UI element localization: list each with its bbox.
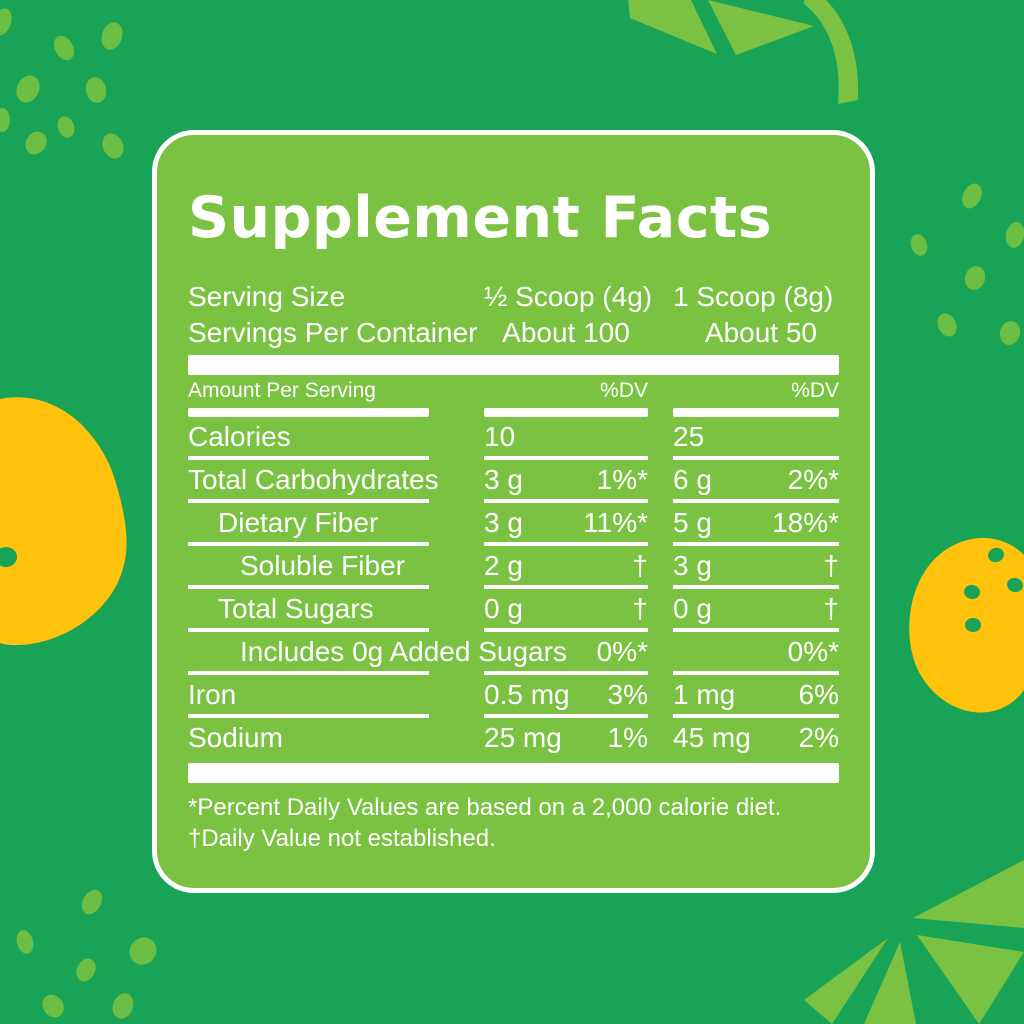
table-row: Includes 0g Added Sugars 0%* 0%* bbox=[188, 632, 839, 675]
lime-seeds-top-left bbox=[0, 8, 124, 159]
col1-values: 2 g † bbox=[484, 546, 648, 589]
col2-amount: 1 mg bbox=[673, 679, 736, 710]
col2-percent-dv: 2% bbox=[798, 722, 839, 753]
header-bar-col2 bbox=[673, 408, 839, 417]
servings-per-container-full-scoop: About 50 bbox=[704, 317, 817, 348]
footnote-daily-value-not-established: †Daily Value not established. bbox=[188, 825, 496, 852]
divider-bar-top bbox=[188, 355, 839, 375]
col1-values: 10 bbox=[484, 417, 648, 460]
lime-seeds-right bbox=[910, 183, 1024, 345]
header-bar-col1 bbox=[484, 408, 648, 417]
col1-amount: 0 g bbox=[484, 593, 523, 624]
lemon-right bbox=[909, 538, 1024, 713]
col2-percent-dv: 6% bbox=[798, 679, 839, 710]
col2-values: 45 mg 2% bbox=[673, 718, 839, 761]
table-row: Total Sugars 0 g † 0 g † bbox=[188, 589, 839, 632]
serving-size-full-scoop: 1 Scoop (8g) bbox=[673, 281, 834, 312]
servings-per-container-half-scoop: About 100 bbox=[502, 317, 630, 348]
nutrient-name: Calories bbox=[188, 421, 291, 452]
col2-values: 3 g † bbox=[673, 546, 839, 589]
nutrient-name: Soluble Fiber bbox=[240, 550, 405, 581]
supplement-facts-panel: Supplement Facts Serving Size ½ Scoop (4… bbox=[152, 130, 875, 893]
nutrient-name: Sodium bbox=[188, 722, 283, 753]
serving-size-label: Serving Size bbox=[188, 281, 346, 312]
col1-percent-dv: † bbox=[632, 593, 648, 624]
serving-size-row: Serving Size ½ Scoop (4g) 1 Scoop (8g) bbox=[188, 279, 839, 315]
serving-info: Serving Size ½ Scoop (4g) 1 Scoop (8g) S… bbox=[188, 279, 839, 351]
nutrient-name: Dietary Fiber bbox=[218, 507, 379, 538]
table-row: Calories 10 25 bbox=[188, 417, 839, 460]
col2-amount: 25 bbox=[673, 421, 705, 452]
table-row: Dietary Fiber 3 g 11%* 5 g 18%* bbox=[188, 503, 839, 546]
col2-percent-dv: † bbox=[823, 550, 839, 581]
col1-percent-dv: 3% bbox=[607, 679, 648, 710]
table-header-row: Amount Per Serving %DV %DV bbox=[188, 377, 839, 405]
col2-percent-dv: 18%* bbox=[772, 507, 839, 538]
header-bar-label-column bbox=[188, 408, 429, 417]
col2-percent-dv: 2%* bbox=[787, 464, 839, 495]
footnotes: *Percent Daily Values are based on a 2,0… bbox=[188, 792, 839, 854]
col1-amount: 3 g bbox=[484, 464, 523, 495]
col2-amount: 3 g bbox=[673, 550, 712, 581]
col2-values: 6 g 2%* bbox=[673, 460, 839, 503]
col1-percent-dv: 0%* bbox=[596, 636, 648, 667]
col1-percent-dv: † bbox=[632, 550, 648, 581]
col1-amount: 3 g bbox=[484, 507, 523, 538]
column-header-bars bbox=[188, 408, 839, 417]
col2-amount: 45 mg bbox=[673, 722, 751, 753]
col2-amount: 6 g bbox=[673, 464, 712, 495]
nutrient-name: Total Sugars bbox=[218, 593, 374, 624]
table-row: Soluble Fiber 2 g † 3 g † bbox=[188, 546, 839, 589]
footnote-daily-values: *Percent Daily Values are based on a 2,0… bbox=[188, 794, 782, 821]
nutrient-table: Calories 10 25 Total Carbohydrates 3 g 1… bbox=[188, 417, 839, 761]
col1-values: 0 g † bbox=[484, 589, 648, 632]
servings-per-container-label: Servings Per Container bbox=[188, 317, 478, 348]
col1-amount: 0.5 mg bbox=[484, 679, 570, 710]
col1-values: 3 g 1%* bbox=[484, 460, 648, 503]
amount-per-serving-label: Amount Per Serving bbox=[188, 379, 376, 402]
col1-values: 0%* bbox=[484, 632, 648, 675]
col1-percent-dv: 1%* bbox=[596, 464, 648, 495]
col2-values: 1 mg 6% bbox=[673, 675, 839, 718]
panel-title: Supplement Facts bbox=[188, 185, 773, 251]
col1-values: 0.5 mg 3% bbox=[484, 675, 648, 718]
col1-values: 25 mg 1% bbox=[484, 718, 648, 761]
table-row: Sodium 25 mg 1% 45 mg 2% bbox=[188, 718, 839, 761]
col2-percent-dv: 0%* bbox=[787, 636, 839, 667]
divider-bar-bottom bbox=[188, 763, 839, 783]
servings-per-container-row: Servings Per Container About 100 About 5… bbox=[188, 315, 839, 351]
serving-size-half-scoop: ½ Scoop (4g) bbox=[484, 281, 653, 312]
col1-amount: 10 bbox=[484, 421, 516, 452]
table-row: Iron 0.5 mg 3% 1 mg 6% bbox=[188, 675, 839, 718]
col1-percent-dv: 11%* bbox=[583, 507, 648, 538]
col1-amount: 25 mg bbox=[484, 722, 562, 753]
col2-percent-dv: † bbox=[823, 593, 839, 624]
col2-amount: 0 g bbox=[673, 593, 712, 624]
nutrient-name: Iron bbox=[188, 679, 237, 710]
col1-values: 3 g 11%* bbox=[484, 503, 648, 546]
col2-values: 5 g 18%* bbox=[673, 503, 839, 546]
col2-amount: 5 g bbox=[673, 507, 712, 538]
col2-values: 0 g † bbox=[673, 589, 839, 632]
lemon-left bbox=[0, 397, 127, 646]
dv-header-col2: %DV bbox=[791, 379, 839, 402]
nutrient-name: Total Carbohydrates bbox=[188, 464, 439, 495]
col1-amount: 2 g bbox=[484, 550, 523, 581]
lime-seeds-bottom-left bbox=[16, 889, 157, 1019]
col2-values: 25 bbox=[673, 417, 839, 460]
col1-percent-dv: 1% bbox=[607, 722, 648, 753]
nutrient-name: Includes 0g Added Sugars bbox=[240, 636, 567, 667]
dv-header-col1: %DV bbox=[600, 379, 648, 402]
table-row: Total Carbohydrates 3 g 1%* 6 g 2%* bbox=[188, 460, 839, 503]
lime-wedge-top-right bbox=[628, 0, 859, 104]
col2-values: 0%* bbox=[673, 632, 839, 675]
